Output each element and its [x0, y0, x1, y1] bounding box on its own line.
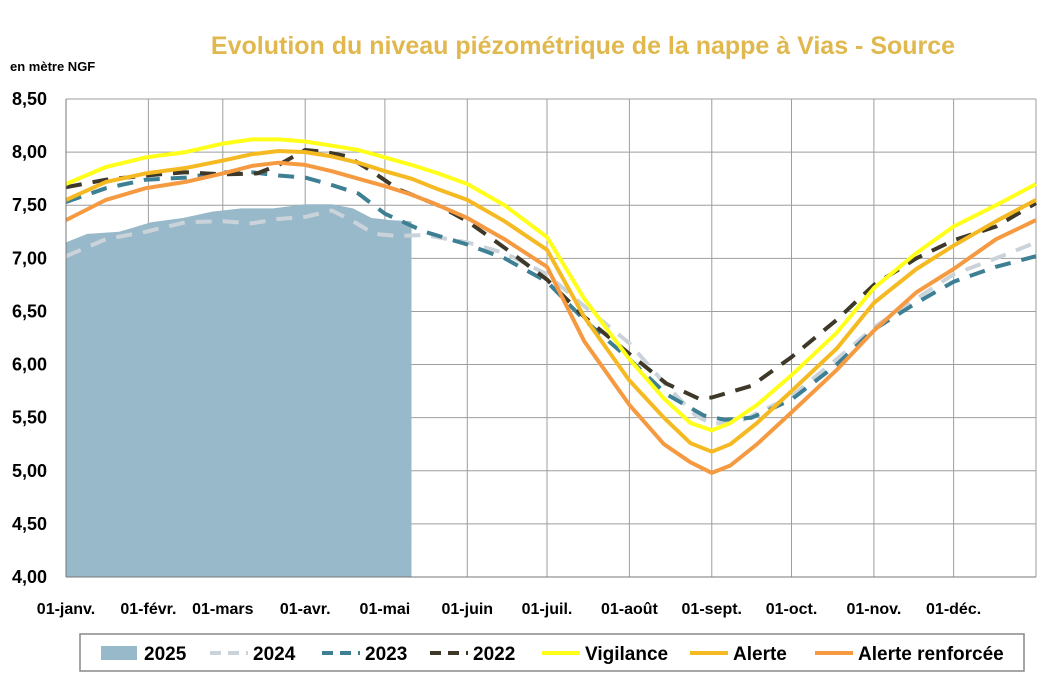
x-tick-label-3: 01-avr.	[280, 601, 331, 618]
legend-label-5: Alerte	[733, 644, 787, 665]
legend-label-4: Vigilance	[585, 644, 668, 665]
y-tick-label-0: 4,00	[12, 567, 47, 587]
y-axis-tick-labels: 4,00 4,50 5,00 5,50 6,00 6,50 7,00 7,50 8,00 8,50	[12, 89, 47, 587]
y-tick-label-2: 5,00	[12, 461, 47, 481]
legend-label-2: 2023	[365, 644, 407, 665]
axes	[65, 99, 1036, 578]
chart-title: Evolution du niveau piézométrique de la …	[211, 32, 955, 60]
x-tick-label-0: 01-janv.	[37, 601, 95, 618]
x-tick-label-9: 01-oct.	[766, 601, 818, 618]
x-tick-label-8: 01-sept.	[682, 601, 742, 618]
series-line-6	[65, 160, 1037, 475]
legend-swatch-0	[101, 646, 137, 660]
series-area-0	[66, 204, 412, 577]
legend-label-1: 2024	[253, 644, 296, 665]
x-tick-label-4: 01-mai	[360, 601, 411, 618]
y-tick-label-6: 7,00	[12, 248, 47, 268]
x-tick-label-7: 01-août	[601, 601, 659, 618]
x-tick-label-6: 01-juil.	[522, 601, 573, 618]
y-tick-label-9: 8,50	[12, 89, 47, 109]
series-line-5	[65, 149, 1037, 454]
legend-label-0: 2025	[144, 644, 187, 665]
legend: 2025 2024 2023 2022 Vigilance Alerte Alerte re…	[79, 633, 1025, 672]
x-tick-label-5: 01-juin	[442, 601, 494, 618]
x-tick-label-2: 01-mars	[192, 601, 253, 618]
x-tick-label-10: 01-nov.	[846, 601, 901, 618]
series-line-3	[65, 148, 1038, 401]
series-line-4	[65, 137, 1037, 433]
plot-area	[65, 137, 1038, 577]
x-tick-label-11: 01-déc.	[926, 601, 981, 618]
y-tick-label-3: 5,50	[12, 408, 47, 428]
legend-label-6: Alerte renforcée	[858, 644, 1004, 665]
x-tick-label-1: 01-févr.	[120, 601, 176, 618]
y-tick-label-5: 6,50	[12, 301, 47, 321]
y-axis-unit-label: en mètre NGF	[10, 59, 95, 74]
y-tick-label-8: 8,00	[12, 142, 47, 162]
y-tick-label-4: 6,00	[12, 355, 47, 375]
x-axis-tick-labels: 01-janv. 01-févr. 01-mars 01-avr. 01-mai 01-j…	[37, 601, 981, 618]
y-tick-label-1: 4,50	[12, 514, 47, 534]
y-tick-label-7: 7,50	[12, 195, 47, 215]
legend-label-3: 2022	[473, 644, 515, 665]
